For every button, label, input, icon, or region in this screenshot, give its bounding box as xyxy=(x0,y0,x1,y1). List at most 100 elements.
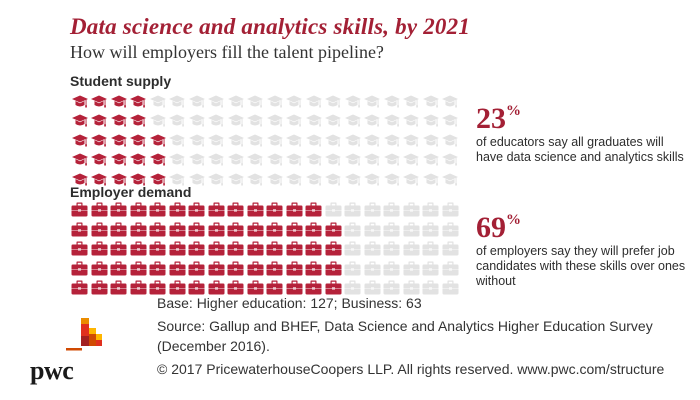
graduation-cap-icon xyxy=(168,131,188,151)
briefcase-icon xyxy=(90,278,110,298)
briefcase-icon xyxy=(246,278,266,298)
footer-copyright: © 2017 PricewaterhouseCoopers LLP. All r… xyxy=(157,361,665,377)
briefcase-icon xyxy=(109,239,129,259)
pwc-logo-bars-icon xyxy=(66,318,102,351)
graduation-cap-icon xyxy=(109,112,129,132)
graduation-cap-icon xyxy=(129,131,149,151)
section-label-employer-demand: Employer demand xyxy=(70,184,192,200)
briefcase-icon xyxy=(382,278,402,298)
graduation-cap-icon xyxy=(109,170,129,190)
briefcase-icon xyxy=(109,220,129,240)
stat-value: 23% xyxy=(476,102,521,135)
graduation-cap-icon xyxy=(207,112,227,132)
briefcase-icon xyxy=(304,239,324,259)
graduation-cap-icon xyxy=(246,170,266,190)
footer-source-date: (December 2016). xyxy=(157,338,270,354)
graduation-cap-icon xyxy=(382,92,402,112)
briefcase-icon xyxy=(226,220,246,240)
briefcase-icon xyxy=(304,200,324,220)
briefcase-icon xyxy=(90,220,110,240)
graduation-cap-icon xyxy=(421,170,441,190)
graduation-cap-icon xyxy=(324,151,344,171)
footer-base: Base: Higher education: 127; Business: 6… xyxy=(157,295,422,311)
briefcase-icon xyxy=(343,239,363,259)
briefcase-icon xyxy=(129,220,149,240)
graduation-cap-icon xyxy=(285,170,305,190)
graduation-cap-icon xyxy=(246,151,266,171)
briefcase-icon xyxy=(402,239,422,259)
briefcase-icon xyxy=(207,200,227,220)
briefcase-icon xyxy=(363,200,383,220)
stat-description: of educators say all graduates will have… xyxy=(476,135,684,164)
graduation-cap-icon xyxy=(304,112,324,132)
graduation-cap-icon xyxy=(285,151,305,171)
briefcase-icon xyxy=(187,200,207,220)
graduation-cap-icon xyxy=(226,112,246,132)
briefcase-icon xyxy=(324,220,344,240)
briefcase-icon xyxy=(363,278,383,298)
briefcase-icon xyxy=(109,278,129,298)
graduation-cap-icon xyxy=(187,112,207,132)
graduation-cap-icon xyxy=(421,112,441,132)
graduation-cap-icon xyxy=(304,170,324,190)
graduation-cap-icon xyxy=(265,92,285,112)
graduation-cap-icon xyxy=(343,131,363,151)
student-supply-icon-grid xyxy=(70,92,460,190)
briefcase-icon xyxy=(265,220,285,240)
briefcase-icon xyxy=(70,200,90,220)
graduation-cap-icon xyxy=(421,92,441,112)
graduation-cap-icon xyxy=(207,170,227,190)
footer-source: Source: Gallup and BHEF, Data Science an… xyxy=(157,318,653,334)
graduation-cap-icon xyxy=(343,170,363,190)
briefcase-icon xyxy=(382,200,402,220)
graduation-cap-icon xyxy=(382,131,402,151)
briefcase-icon xyxy=(148,200,168,220)
graduation-cap-icon xyxy=(363,92,383,112)
briefcase-icon xyxy=(421,200,441,220)
briefcase-icon xyxy=(304,220,324,240)
graduation-cap-icon xyxy=(441,112,461,132)
graduation-cap-icon xyxy=(129,92,149,112)
employer-demand-icon-grid xyxy=(70,200,460,298)
graduation-cap-icon xyxy=(441,131,461,151)
briefcase-icon xyxy=(187,220,207,240)
briefcase-icon xyxy=(343,259,363,279)
graduation-cap-icon xyxy=(285,131,305,151)
briefcase-icon xyxy=(226,259,246,279)
student-supply-stat: 23% of educators say all graduates will … xyxy=(476,96,686,165)
briefcase-icon xyxy=(382,220,402,240)
graduation-cap-icon xyxy=(382,151,402,171)
briefcase-icon xyxy=(148,220,168,240)
briefcase-icon xyxy=(441,220,461,240)
briefcase-icon xyxy=(324,239,344,259)
graduation-cap-icon xyxy=(441,170,461,190)
briefcase-icon xyxy=(187,239,207,259)
graduation-cap-icon xyxy=(246,131,266,151)
briefcase-icon xyxy=(363,220,383,240)
graduation-cap-icon xyxy=(207,151,227,171)
briefcase-icon xyxy=(246,259,266,279)
graduation-cap-icon xyxy=(148,92,168,112)
briefcase-icon xyxy=(265,239,285,259)
briefcase-icon xyxy=(90,200,110,220)
briefcase-icon xyxy=(246,200,266,220)
briefcase-icon xyxy=(285,220,305,240)
graduation-cap-icon xyxy=(402,92,422,112)
briefcase-icon xyxy=(421,278,441,298)
graduation-cap-icon xyxy=(285,112,305,132)
graduation-cap-icon xyxy=(421,151,441,171)
graduation-cap-icon xyxy=(148,170,168,190)
graduation-cap-icon xyxy=(441,92,461,112)
briefcase-icon xyxy=(148,278,168,298)
briefcase-icon xyxy=(148,239,168,259)
graduation-cap-icon xyxy=(168,151,188,171)
graduation-cap-icon xyxy=(168,92,188,112)
briefcase-icon xyxy=(324,200,344,220)
briefcase-icon xyxy=(265,200,285,220)
graduation-cap-icon xyxy=(226,131,246,151)
briefcase-icon xyxy=(168,200,188,220)
briefcase-icon xyxy=(148,259,168,279)
graduation-cap-icon xyxy=(207,131,227,151)
briefcase-icon xyxy=(441,200,461,220)
graduation-cap-icon xyxy=(265,112,285,132)
